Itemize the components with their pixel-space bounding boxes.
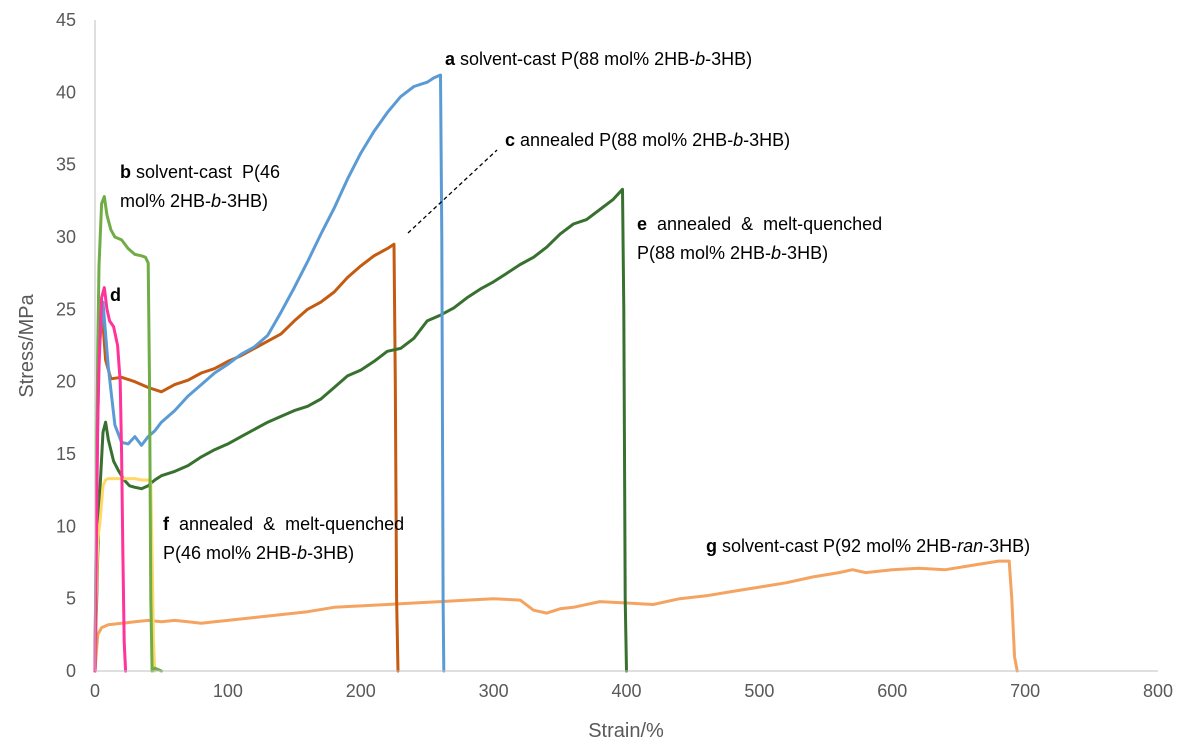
annotation-letter: f: [163, 514, 170, 534]
annotation-text-part: b: [211, 191, 221, 211]
annotation-text-part: P(88 mol% 2HB-: [637, 243, 771, 263]
series-line-b: [93, 195, 163, 673]
annotation-letter: c: [505, 130, 515, 150]
x-tick-label: 700: [1010, 681, 1040, 701]
annotation-f: f annealed & melt-quenched: [163, 514, 404, 534]
x-tick-label: 600: [877, 681, 907, 701]
x-tick-label: 800: [1143, 681, 1173, 701]
annotation-text-part: ran: [957, 536, 983, 556]
annotation-text-part: b: [771, 243, 781, 263]
series-line-g: [93, 559, 1019, 673]
y-tick-label: 30: [56, 227, 76, 247]
annotation-d: d: [110, 285, 121, 305]
annotation-b-line2: mol% 2HB-b-3HB): [120, 191, 268, 211]
annotation-text-part: annealed P(88 mol% 2HB-: [515, 130, 733, 150]
annotation-c-leader: [407, 149, 498, 234]
annotation-e-line2: P(88 mol% 2HB-b-3HB): [637, 243, 828, 263]
x-tick-label: 200: [346, 681, 376, 701]
annotation-text-part: b: [733, 130, 743, 150]
annotation-letter: g: [706, 536, 717, 556]
x-tick-label: 300: [479, 681, 509, 701]
annotation-text-part: solvent-cast P(46: [131, 162, 280, 182]
x-tick-label: 400: [611, 681, 641, 701]
y-tick-label: 5: [66, 589, 76, 609]
annotation-f-line2: P(46 mol% 2HB-b-3HB): [163, 543, 354, 563]
y-tick-label: 35: [56, 155, 76, 175]
annotation-text-part: P(46 mol% 2HB-: [163, 543, 297, 563]
annotation-text-part: -3HB): [743, 130, 790, 150]
annotation-letter: b: [120, 162, 131, 182]
annotation-text-part: solvent-cast P(92 mol% 2HB-: [717, 536, 957, 556]
annotation-text-part: annealed & melt-quenched: [647, 214, 882, 234]
y-tick-label: 0: [66, 661, 76, 681]
x-axis-title: Strain/%: [588, 720, 664, 742]
annotation-text-part: -3HB): [781, 243, 828, 263]
annotation-text-part: -3HB): [983, 536, 1030, 556]
x-tick-label: 0: [90, 681, 100, 701]
tick-layer: 0 100 200 300 400 500 600 700 800 0 5 10 15 20 25 30 35 4…: [56, 10, 1173, 701]
series-layer: [93, 73, 1019, 673]
series-line-d: [93, 286, 128, 673]
annotation-text-part: annealed & melt-quenched: [169, 514, 404, 534]
annotation-text-part: -3HB): [221, 191, 268, 211]
annotation-b: b solvent-cast P(46: [120, 162, 280, 182]
x-tick-label: 500: [744, 681, 774, 701]
series-line-e: [93, 187, 628, 673]
y-tick-label: 25: [56, 299, 76, 319]
y-tick-label: 20: [56, 372, 76, 392]
annotation-text-part: solvent-cast P(88 mol% 2HB-: [455, 49, 695, 69]
annotation-layer: a solvent-cast P(88 mol% 2HB-b-3HB)b sol…: [110, 49, 1030, 563]
annotation-letter: a: [445, 49, 456, 69]
annotation-letter: d: [110, 285, 121, 305]
annotation-text-part: mol% 2HB-: [120, 191, 211, 211]
annotation-c: c annealed P(88 mol% 2HB-b-3HB): [505, 130, 790, 150]
y-tick-label: 15: [56, 444, 76, 464]
axes-layer: [94, 20, 1158, 672]
annotation-text-part: -3HB): [307, 543, 354, 563]
y-tick-label: 40: [56, 82, 76, 102]
y-axis-title: Stress/MPa: [16, 293, 38, 397]
annotation-e: e annealed & melt-quenched: [637, 214, 882, 234]
y-tick-label: 10: [56, 516, 76, 536]
x-tick-label: 100: [213, 681, 243, 701]
annotation-letter: e: [637, 214, 647, 234]
annotation-text-part: b: [695, 49, 705, 69]
annotation-text-part: -3HB): [705, 49, 752, 69]
annotation-text-part: b: [297, 543, 307, 563]
annotation-g: g solvent-cast P(92 mol% 2HB-ran-3HB): [706, 536, 1030, 556]
y-tick-label: 45: [56, 10, 76, 30]
annotation-a: a solvent-cast P(88 mol% 2HB-b-3HB): [445, 49, 752, 69]
